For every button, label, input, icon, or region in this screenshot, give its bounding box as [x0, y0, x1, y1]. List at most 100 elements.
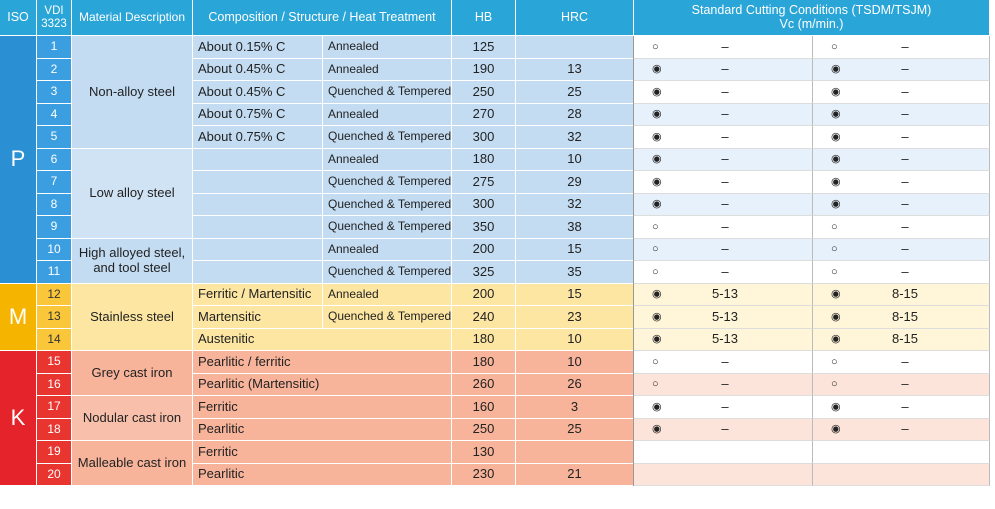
hb-value: 260 [472, 376, 495, 392]
vc-value: 8-15 [891, 286, 919, 302]
hb-value: 190 [472, 61, 495, 77]
composition-cell: About 0.15% C [193, 36, 323, 59]
treatment-cell: Annealed [323, 58, 452, 81]
composition: Pearlitic [198, 421, 245, 437]
condition-cell: ◉ 8-15 [813, 306, 990, 329]
condition-cell: ◉ – [634, 126, 813, 149]
composition-cell: Austenitic [193, 328, 452, 351]
hb-cell: 200 [452, 238, 516, 261]
vdi-cell: 12 [37, 283, 72, 306]
hb-value: 300 [472, 196, 495, 212]
vc-value: – [901, 353, 909, 369]
vdi-number: 8 [50, 196, 58, 211]
vc-value: – [901, 173, 909, 189]
composition-cell [193, 261, 323, 284]
header-cell: Standard Cutting Conditions (TSDM/TSJM) V… [634, 0, 990, 36]
hrc-cell: 29 [516, 171, 634, 194]
vc-value: 5-13 [711, 286, 739, 302]
hrc-cell: 21 [516, 463, 634, 486]
hb-value: 230 [472, 466, 495, 482]
vc-value: – [721, 128, 729, 144]
composition: Pearlitic [198, 466, 245, 482]
vc-value: – [721, 421, 729, 437]
tool-symbol: ◉ [831, 288, 841, 301]
hb-cell: 260 [452, 373, 516, 396]
tool-symbol: ◉ [831, 85, 841, 98]
tool-symbol: ◉ [652, 63, 662, 76]
vdi-number: 3 [50, 84, 58, 99]
composition: About 0.45% C [198, 61, 286, 77]
hrc-cell: 25 [516, 418, 634, 441]
material-name: Malleable cast iron [77, 454, 187, 470]
header-cell: HRC [516, 0, 634, 36]
condition-cell: ◉ – [813, 103, 990, 126]
hrc-value: 23 [567, 308, 582, 324]
condition-cell: ◉ 5-13 [634, 283, 813, 306]
vdi-cell: 10 [37, 238, 72, 261]
vdi-cell: 2 [37, 58, 72, 81]
hb-cell: 230 [452, 463, 516, 486]
condition-cell: ◉ – [813, 58, 990, 81]
tool-symbol: ◉ [831, 423, 841, 436]
vdi-cell: 15 [37, 351, 72, 374]
hrc-value: 10 [567, 331, 582, 347]
composition: About 0.45% C [198, 83, 286, 99]
composition: Martensitic [198, 308, 261, 324]
vc-value: – [901, 38, 909, 54]
composition-cell: About 0.75% C [193, 126, 323, 149]
condition-cell: ◉ – [813, 396, 990, 419]
hb-cell: 200 [452, 283, 516, 306]
header-hrc: HRC [560, 9, 589, 24]
vdi-cell: 5 [37, 126, 72, 149]
header-cell: ISO [0, 0, 37, 36]
hb-value: 180 [472, 151, 495, 167]
composition: Pearlitic / ferritic [198, 353, 291, 369]
material-name: Non-alloy steel [89, 83, 175, 99]
treatment-cell: Quenched & Tempered [323, 216, 452, 239]
condition-cell: ○ – [634, 373, 813, 396]
hb-cell: 325 [452, 261, 516, 284]
vdi-cell: 13 [37, 306, 72, 329]
composition: About 0.75% C [198, 106, 286, 122]
iso-cell: M [0, 283, 37, 351]
condition-cell: ◉ 8-15 [813, 283, 990, 306]
treatment: Quenched & Tempered [328, 196, 452, 211]
vc-value: – [721, 241, 729, 257]
iso-group: M [8, 303, 28, 329]
material-cell: Non-alloy steel [72, 36, 193, 149]
composition-cell: Ferritic [193, 396, 452, 419]
vdi-number: 13 [47, 309, 61, 324]
tool-symbol: ◉ [652, 85, 662, 98]
header-cell: Material Description [72, 0, 193, 36]
vdi-cell: 4 [37, 103, 72, 126]
vc-value: – [721, 376, 729, 392]
hrc-cell: 23 [516, 306, 634, 329]
hrc-cell: 10 [516, 351, 634, 374]
composition-cell [193, 238, 323, 261]
vdi-number: 16 [47, 376, 61, 391]
hrc-cell: 26 [516, 373, 634, 396]
composition: Austenitic [198, 331, 255, 347]
vdi-cell: 14 [37, 328, 72, 351]
treatment-cell: Quenched & Tempered [323, 193, 452, 216]
treatment-cell: Quenched & Tempered [323, 171, 452, 194]
condition-cell: ○ – [813, 351, 990, 374]
header-composition: Composition / Structure / Heat Treatment [208, 9, 436, 24]
header-cell: HB [452, 0, 516, 36]
condition-cell: ◉ – [634, 418, 813, 441]
tool-symbol: ◉ [831, 400, 841, 413]
material-name: Stainless steel [90, 308, 174, 324]
header-material: Material Description [78, 9, 186, 24]
condition-cell: ◉ – [813, 171, 990, 194]
hb-value: 180 [472, 331, 495, 347]
vc-value: – [901, 398, 909, 414]
material-cell: Stainless steel [72, 283, 193, 351]
treatment-cell: Annealed [323, 283, 452, 306]
tool-symbol: ○ [831, 265, 838, 278]
condition-cell: ◉ – [634, 58, 813, 81]
condition-cell: ◉ – [813, 418, 990, 441]
tool-symbol: ○ [652, 220, 659, 233]
treatment-cell: Annealed [323, 238, 452, 261]
vc-value: – [901, 421, 909, 437]
vc-value: – [901, 83, 909, 99]
